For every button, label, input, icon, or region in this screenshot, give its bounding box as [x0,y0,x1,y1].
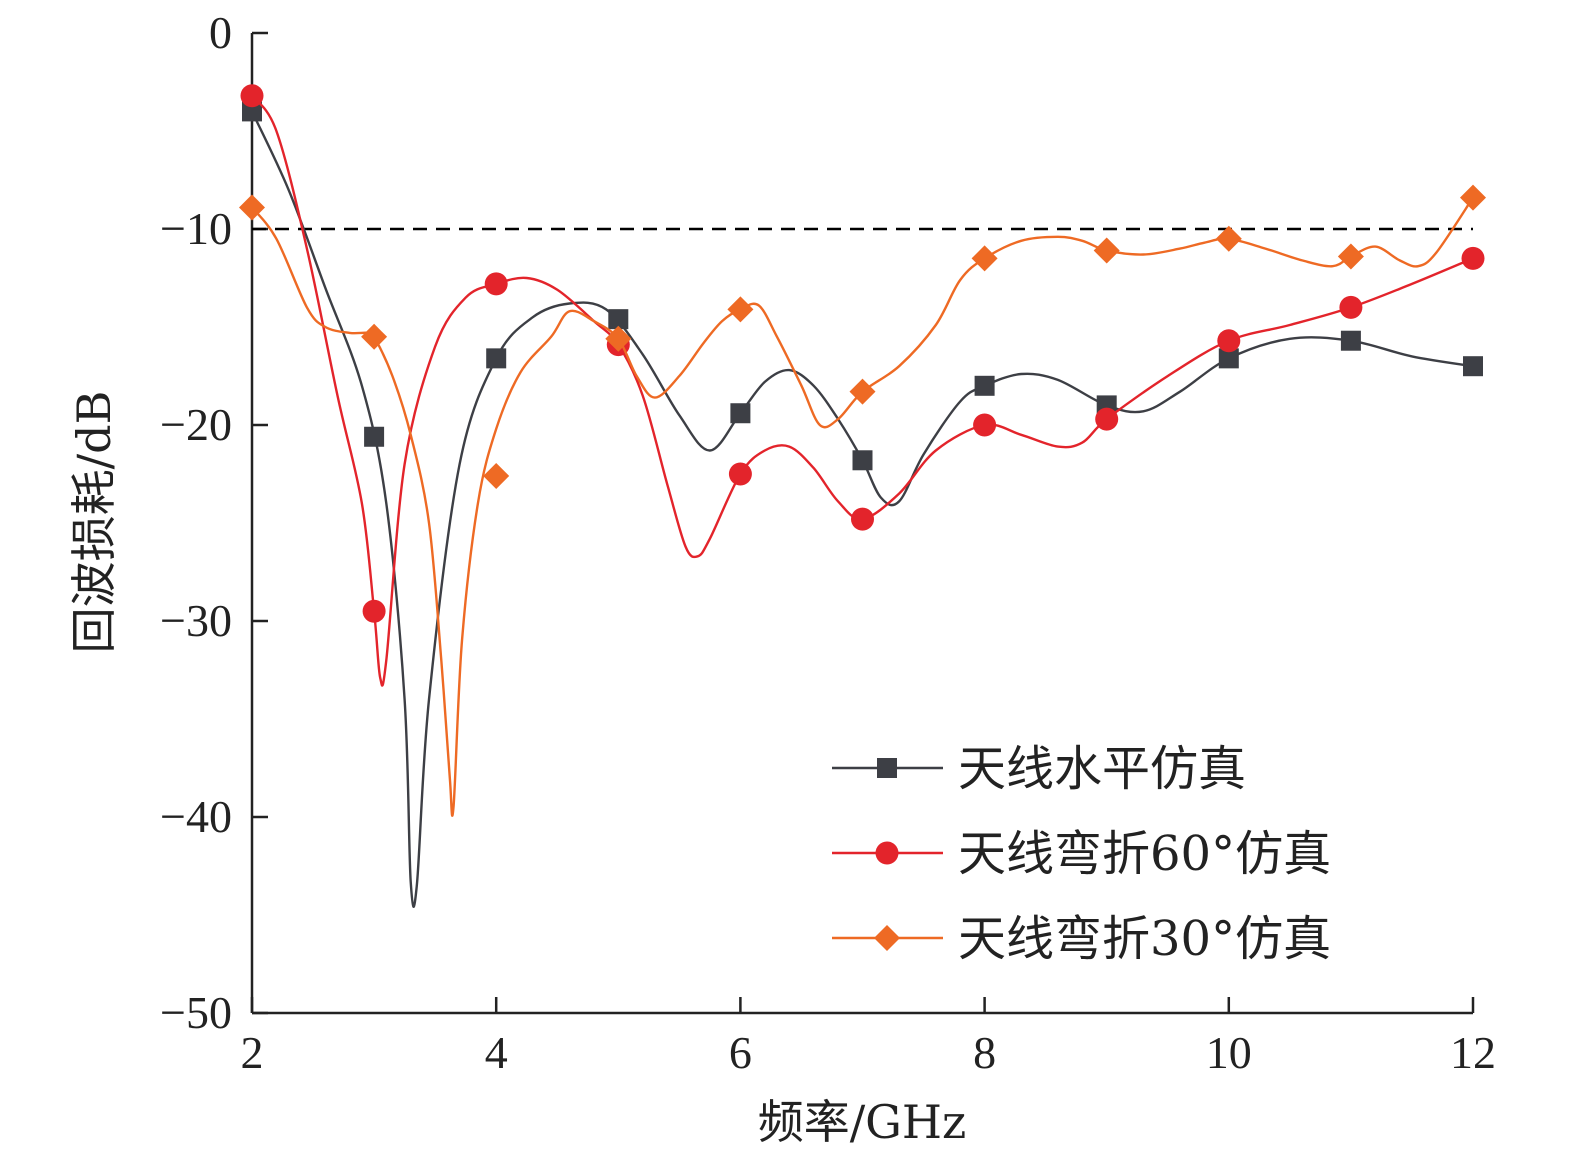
series-3-point [849,378,876,405]
x-tick-label: 10 [1206,1027,1252,1078]
series-3 [239,184,1486,817]
series-2-line [251,94,1474,687]
legend-label: 天线弯折30°仿真 [958,911,1331,967]
series-1-point [364,426,385,447]
legend-label: 天线弯折60°仿真 [958,826,1331,882]
x-tick-label: 12 [1450,1027,1496,1078]
legend-item-3: 天线弯折30°仿真 [832,911,1331,967]
series-3-point [1337,243,1364,270]
y-tick-label: 0 [209,7,232,58]
legend-marker [875,841,899,865]
x-tick-label: 8 [973,1027,996,1078]
y-tick-label: −50 [160,987,232,1038]
y-axis-title: 回波损耗/dB [67,391,121,654]
series-1-point [608,309,629,330]
legend-marker [877,758,897,778]
x-tick-label: 2 [241,1027,264,1078]
series-3-point [1460,184,1486,211]
series-1-point [730,403,751,424]
series-1-point [1463,356,1483,377]
legend-marker [874,925,900,951]
series-3-point [605,325,632,352]
series-3-point [239,194,265,221]
series-3-line [251,196,1475,817]
series-3-point [727,296,754,323]
series-2-point [1461,246,1485,270]
series-3-point [483,462,510,489]
series-2-point [1095,407,1119,431]
series-3-point [361,323,388,350]
series-2-point [728,462,752,486]
x-tick-label: 6 [729,1027,752,1078]
series-1-point [852,450,873,471]
series-1-point [1340,330,1361,351]
series-1-point [1218,348,1239,369]
series-2-point [1217,329,1241,353]
series-1-point [974,375,995,396]
legend-item-1: 天线水平仿真 [832,741,1246,797]
series-3-point [1093,237,1120,264]
series-2-point [484,272,508,296]
series-1-point [486,348,507,369]
series-2 [240,84,1485,687]
x-tick-label: 4 [485,1027,508,1078]
legend-item-2: 天线弯折60°仿真 [832,826,1331,882]
y-tick-label: −20 [160,399,232,450]
series-1 [242,101,1483,908]
series-2-point [851,507,874,531]
series-2-point [973,413,997,437]
series-3-point [971,245,998,272]
series-1-point [242,101,262,122]
series-3-point [1215,225,1242,252]
axes: 0 −10 −20 −30 −40 −502 4 6 8 10 12 [160,7,1496,1078]
y-tick-label: −30 [160,595,232,646]
y-tick-label: −40 [160,791,232,842]
series-2-point [1339,295,1363,319]
y-tick-label: −10 [160,203,232,254]
series-layer [239,84,1486,908]
series-2-point [362,599,386,623]
legend-label: 天线水平仿真 [958,741,1246,797]
x-axis-title: 频率/GHz [758,1095,967,1149]
series-2-point [240,84,264,108]
